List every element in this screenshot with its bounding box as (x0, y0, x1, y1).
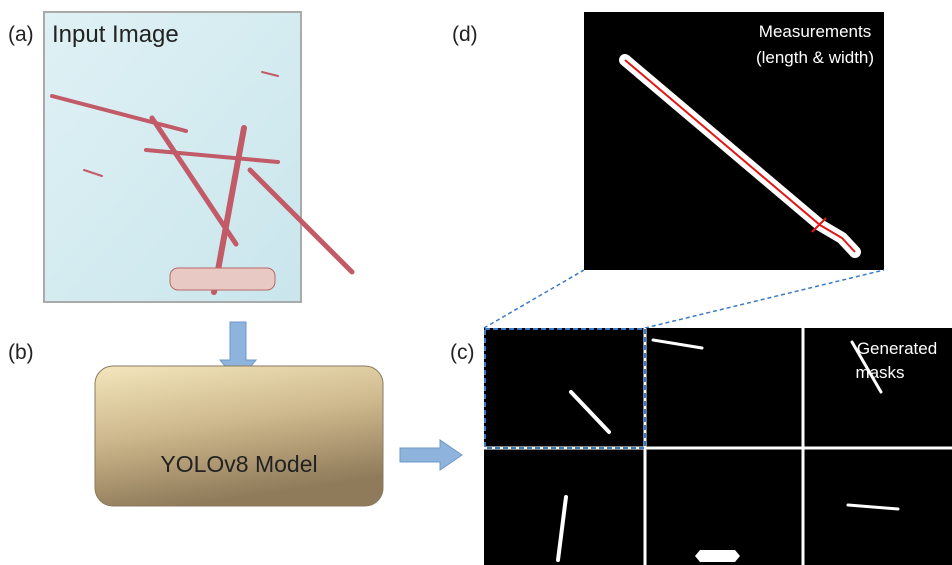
label-b: (b) (8, 341, 34, 364)
fiber-fragment (170, 268, 275, 290)
label-a: (a) (8, 23, 34, 46)
input-image-title: Input Image (52, 21, 179, 48)
measurements-line2: (length & width) (756, 48, 874, 67)
page: (a) Input Image (b) YOLOv8 Model (d) Mea… (0, 0, 952, 565)
input-image (44, 12, 301, 302)
masks-line2: masks (855, 363, 904, 382)
mask-grid: Generated masks (484, 328, 952, 565)
model-label: YOLOv8 Model (160, 451, 317, 477)
masks-line1: Generated (857, 339, 937, 358)
zoom-line (484, 270, 584, 328)
arrow-right (400, 440, 462, 470)
diagram: (a) Input Image (b) YOLOv8 Model (d) Mea… (0, 0, 952, 565)
zoom-line (645, 270, 884, 328)
model-box (95, 366, 383, 506)
measurements-line1: Measurements (759, 22, 871, 41)
label-d: (d) (452, 23, 478, 46)
label-c: (c) (450, 341, 475, 364)
